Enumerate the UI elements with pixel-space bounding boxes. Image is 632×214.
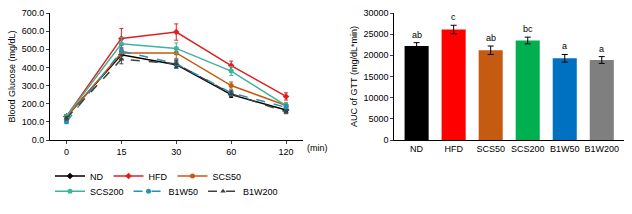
svg-text:HFD: HFD: [149, 172, 168, 182]
svg-text:400.0: 400.0: [22, 63, 45, 73]
svg-text:a: a: [562, 41, 567, 51]
svg-text:0.0: 0.0: [32, 135, 45, 145]
svg-text:SCS50: SCS50: [476, 144, 505, 154]
svg-text:100.0: 100.0: [22, 117, 45, 127]
svg-text:B1W50: B1W50: [550, 144, 580, 154]
svg-text:0: 0: [64, 147, 69, 157]
svg-text:ab: ab: [486, 33, 496, 43]
svg-text:600.0: 600.0: [22, 26, 45, 36]
svg-text:60: 60: [226, 147, 236, 157]
svg-text:25000: 25000: [364, 29, 389, 39]
svg-text:B1W50: B1W50: [169, 187, 199, 197]
svg-text:700.0: 700.0: [22, 8, 45, 18]
svg-text:ab: ab: [412, 30, 422, 40]
svg-text:AUC of GTT (mg/dL*min): AUC of GTT (mg/dL*min): [349, 26, 359, 127]
svg-text:B1W200: B1W200: [243, 187, 278, 197]
svg-text:HFD: HFD: [444, 144, 463, 154]
svg-text:200.0: 200.0: [22, 99, 45, 109]
svg-text:15: 15: [116, 147, 126, 157]
svg-text:120: 120: [279, 147, 294, 157]
svg-text:ND: ND: [410, 144, 423, 154]
svg-text:0: 0: [384, 135, 389, 145]
svg-text:Blood Glucose (mg/dL): Blood Glucose (mg/dL): [7, 30, 17, 122]
svg-text:SCS200: SCS200: [90, 187, 124, 197]
svg-text:30000: 30000: [364, 8, 389, 18]
svg-text:20000: 20000: [364, 50, 389, 60]
svg-text:5000: 5000: [369, 114, 389, 124]
svg-text:10000: 10000: [364, 93, 389, 103]
svg-text:ND: ND: [90, 172, 103, 182]
svg-text:SCS200: SCS200: [511, 144, 545, 154]
svg-text:SCS50: SCS50: [212, 172, 241, 182]
svg-text:15000: 15000: [364, 72, 389, 82]
svg-text:500.0: 500.0: [22, 44, 45, 54]
svg-text:a: a: [599, 44, 604, 54]
svg-text:B1W200: B1W200: [585, 144, 620, 154]
svg-text:(min): (min): [307, 143, 328, 153]
svg-text:30: 30: [171, 147, 181, 157]
svg-text:c: c: [451, 12, 456, 22]
svg-text:bc: bc: [523, 24, 533, 34]
svg-text:300.0: 300.0: [22, 81, 45, 91]
